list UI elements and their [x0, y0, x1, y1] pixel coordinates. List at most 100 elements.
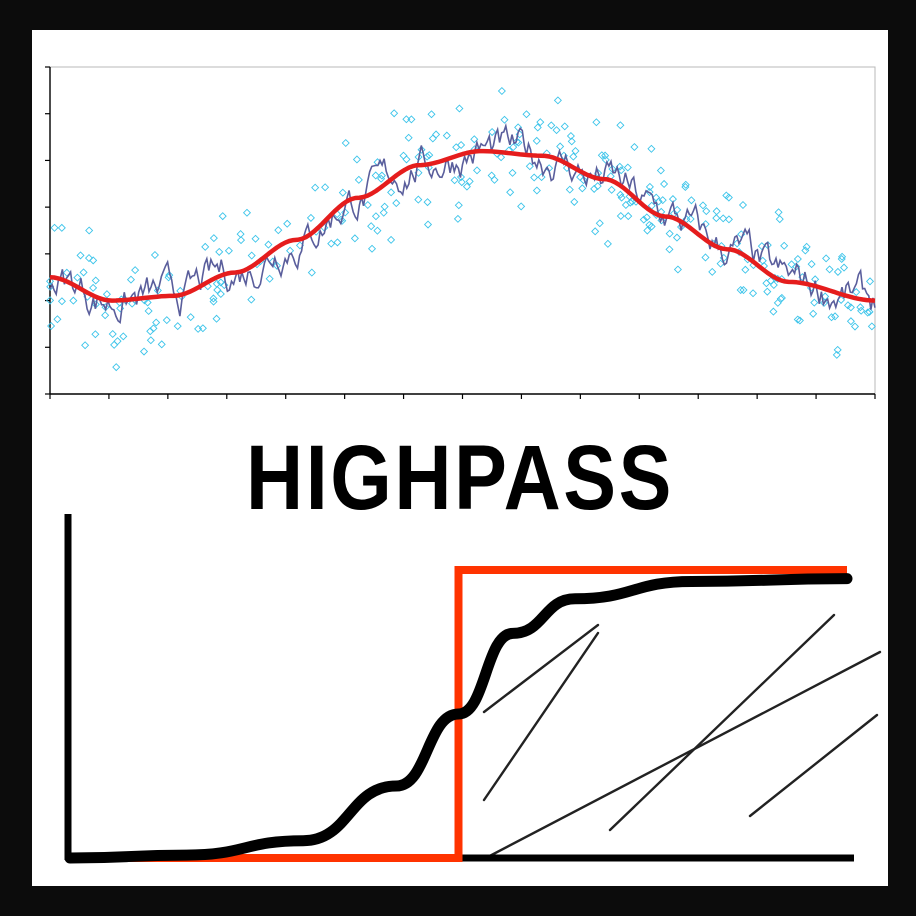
scatter-point	[569, 152, 578, 161]
scatter-point	[532, 136, 541, 145]
scatter-point	[131, 266, 140, 275]
scatter-point	[793, 254, 802, 264]
scatter-point	[139, 347, 149, 356]
scatter-point	[867, 322, 876, 331]
scatter-point	[739, 286, 748, 295]
scatter-point	[85, 226, 94, 235]
highpass-response-sketch	[64, 514, 882, 864]
scatter-point	[645, 182, 654, 191]
scatter-point	[716, 259, 725, 268]
scatter-point	[833, 345, 842, 354]
scatter-point	[497, 153, 506, 162]
noisy-line	[49, 122, 876, 325]
scatter-point	[623, 163, 632, 172]
scatter-point	[857, 306, 866, 315]
scatter-point	[247, 251, 256, 260]
scatter-point	[769, 280, 778, 290]
scatter-point	[352, 155, 361, 164]
scatter-point	[617, 193, 626, 202]
scatter-point	[500, 115, 509, 124]
scatter-point	[643, 226, 652, 235]
image-frame: HIGHPASS	[32, 30, 888, 886]
scatter-point	[407, 115, 416, 124]
scatter-point	[371, 212, 380, 221]
scatter-point	[333, 238, 342, 247]
scatter-point	[608, 164, 617, 174]
scatter-point	[216, 278, 225, 287]
scatter-point	[453, 214, 462, 223]
scatter-point	[306, 213, 315, 222]
scatter-point	[236, 230, 245, 239]
scatter-point	[843, 301, 852, 310]
scatter-point	[152, 318, 161, 327]
scatter-point	[686, 214, 695, 224]
scatter-point	[802, 242, 811, 251]
scatter-point	[831, 312, 840, 321]
scatter-point	[556, 142, 565, 151]
scatter-point	[209, 234, 218, 243]
scatter-point	[428, 134, 437, 143]
scatter-point	[392, 199, 401, 208]
scatter-point	[665, 245, 674, 254]
scatter-point	[119, 332, 128, 341]
scatter-point	[414, 195, 423, 204]
scatter-point	[146, 336, 155, 345]
scatter-point	[487, 171, 496, 180]
scatter-point	[509, 143, 518, 152]
scatter-point	[668, 195, 677, 204]
scatter-point	[264, 240, 273, 249]
chart-axes	[45, 66, 876, 399]
scatter-point	[601, 151, 610, 160]
scatter-point	[712, 214, 721, 223]
hatch-line	[608, 613, 836, 832]
scatter-point	[821, 292, 830, 301]
scatter-point	[457, 140, 466, 150]
scatter-point	[198, 324, 207, 333]
scatter-point	[212, 279, 221, 288]
scatter-point	[321, 183, 330, 192]
scatter-point	[455, 104, 464, 113]
sketch-axes	[64, 514, 854, 862]
scatter-point	[387, 235, 396, 244]
scatter-point	[69, 296, 78, 305]
scatter-point	[236, 236, 246, 245]
scatter-point	[846, 303, 855, 312]
scatter-point	[566, 131, 575, 141]
scatter-point	[533, 123, 542, 132]
scatter-point	[777, 293, 786, 302]
scatter-point	[811, 275, 820, 284]
scatter-point	[265, 274, 274, 283]
scatter-point	[488, 128, 497, 137]
scatter-point	[595, 219, 604, 228]
scatter-point	[547, 121, 556, 130]
scatter-point	[865, 307, 874, 316]
scatter-point	[780, 241, 789, 250]
scatter-point	[215, 247, 224, 256]
scatter-point	[769, 307, 778, 316]
scatter-point	[143, 298, 152, 307]
scatter-point	[793, 315, 802, 324]
scatter-point	[338, 188, 347, 197]
scatter-point	[681, 180, 690, 189]
scatter-point	[46, 277, 55, 286]
scatter-point	[658, 196, 667, 205]
scatter-point	[112, 363, 121, 372]
scatter-point	[647, 201, 656, 210]
scatter-point	[209, 294, 218, 303]
scatter-point	[642, 213, 651, 222]
scatter-point	[838, 252, 847, 261]
scatter-point	[186, 313, 195, 322]
scatter-point	[719, 214, 728, 223]
scatter-point	[708, 267, 717, 276]
hatch-line	[748, 713, 879, 818]
scatter-point	[425, 151, 434, 160]
scatter-point	[91, 330, 100, 339]
scatter-point	[46, 296, 55, 305]
scatter-point	[76, 251, 85, 260]
page-title: HIGHPASS	[245, 427, 675, 529]
scatter-point	[307, 268, 316, 277]
scatter-point	[212, 314, 221, 323]
scatter-point	[150, 250, 159, 260]
scatter-point	[630, 142, 639, 152]
scatter-point	[157, 340, 166, 349]
